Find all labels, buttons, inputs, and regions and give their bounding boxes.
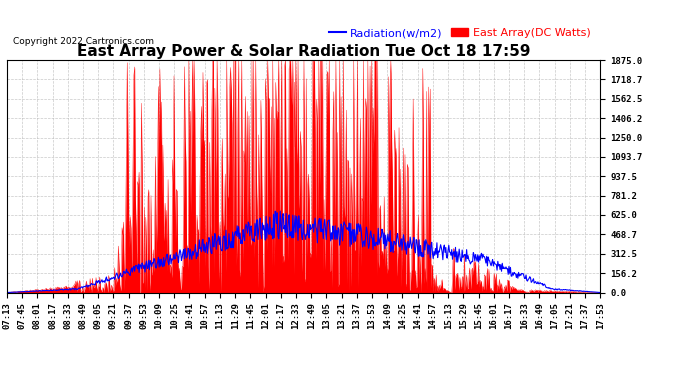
Legend: Radiation(w/m2), East Array(DC Watts): Radiation(w/m2), East Array(DC Watts) bbox=[324, 24, 595, 43]
Title: East Array Power & Solar Radiation Tue Oct 18 17:59: East Array Power & Solar Radiation Tue O… bbox=[77, 44, 531, 59]
Text: Copyright 2022 Cartronics.com: Copyright 2022 Cartronics.com bbox=[13, 37, 154, 46]
